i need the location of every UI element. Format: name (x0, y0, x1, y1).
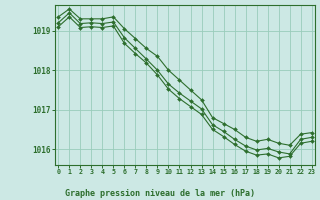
Text: Graphe pression niveau de la mer (hPa): Graphe pression niveau de la mer (hPa) (65, 189, 255, 198)
